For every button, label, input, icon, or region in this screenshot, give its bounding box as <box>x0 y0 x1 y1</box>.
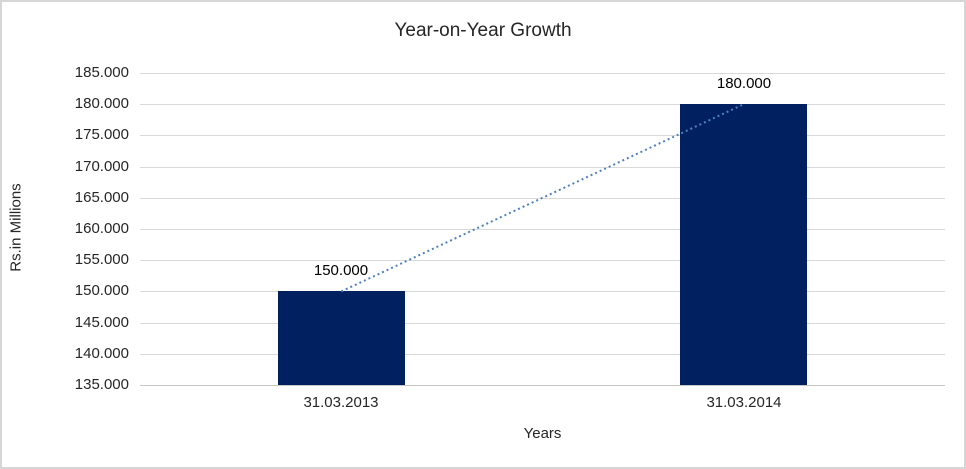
y-tick-label: 185.000 <box>74 64 129 81</box>
y-tick-label: 160.000 <box>74 220 129 237</box>
bar <box>278 291 405 385</box>
y-tick-label: 140.000 <box>74 345 129 362</box>
bar <box>680 104 807 385</box>
x-axis-title: Years <box>523 425 562 442</box>
gridline <box>140 73 945 74</box>
y-tick-label: 165.000 <box>74 189 129 206</box>
y-tick-label: 180.000 <box>74 95 129 112</box>
gridline <box>140 323 945 324</box>
gridline <box>140 135 945 136</box>
gridline <box>140 291 945 292</box>
x-category-label: 31.03.2013 <box>303 394 379 411</box>
gridline <box>140 229 945 230</box>
chart-title: Year-on-Year Growth <box>394 20 572 41</box>
y-tick-label: 150.000 <box>74 282 129 299</box>
x-category-label: 31.03.2014 <box>706 394 782 411</box>
bar-value-label: 150.000 <box>313 262 369 279</box>
gridline <box>140 260 945 261</box>
gridline <box>140 104 945 105</box>
y-tick-label: 170.000 <box>74 158 129 175</box>
x-axis-line <box>140 385 945 386</box>
y-tick-label: 155.000 <box>74 251 129 268</box>
y-tick-label: 135.000 <box>74 376 129 393</box>
bar-value-label: 180.000 <box>716 75 772 92</box>
gridline <box>140 354 945 355</box>
y-tick-label: 175.000 <box>74 126 129 143</box>
gridline <box>140 167 945 168</box>
y-tick-label: 145.000 <box>74 314 129 331</box>
gridline <box>140 198 945 199</box>
